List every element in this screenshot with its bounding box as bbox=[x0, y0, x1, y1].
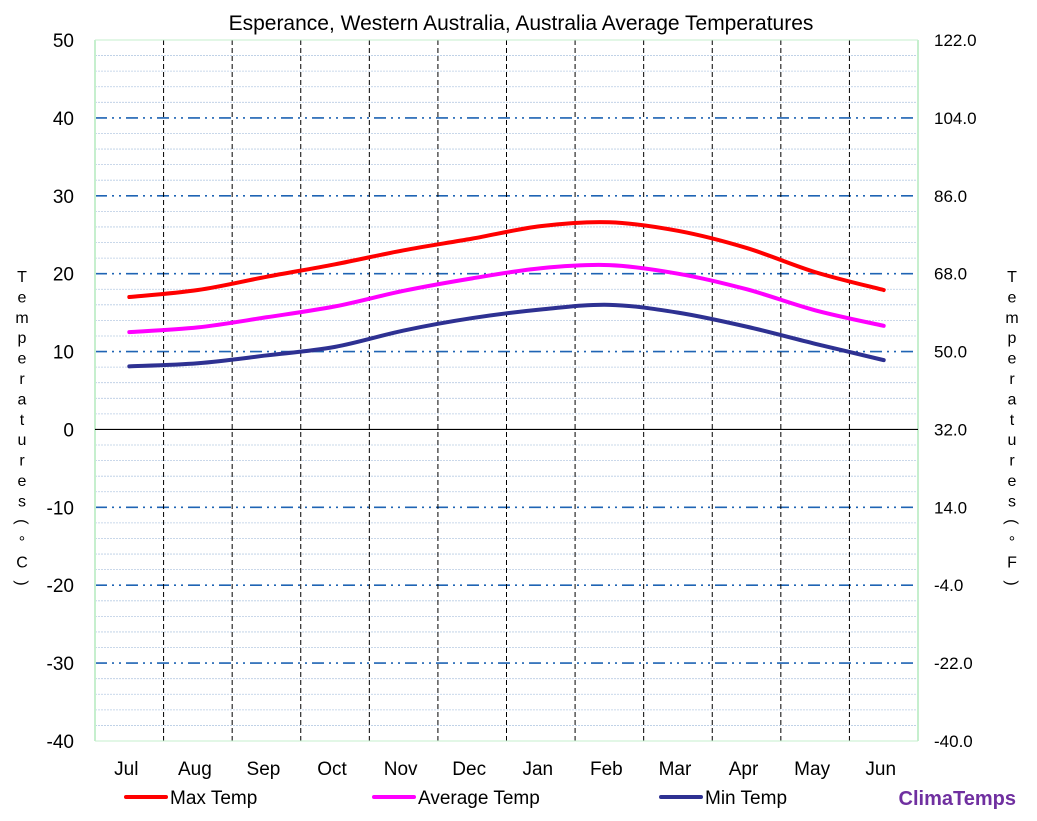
right-axis-label: Temperatures(°F) bbox=[1003, 269, 1020, 586]
right-axis-label-char: r bbox=[1009, 453, 1015, 470]
left-axis-label-char: C bbox=[16, 555, 28, 572]
right-tick-label: 50.0 bbox=[934, 343, 967, 362]
left-tick-label: 0 bbox=[63, 420, 74, 441]
legend-label: Min Temp bbox=[705, 788, 787, 809]
month-label: Oct bbox=[317, 759, 347, 780]
series-lines bbox=[127, 220, 886, 369]
right-axis-label-char: s bbox=[1008, 493, 1016, 510]
right-axis-label-char: p bbox=[1008, 330, 1017, 347]
right-axis-label-char: t bbox=[1010, 412, 1015, 429]
left-axis-label: Temperatures(°C) bbox=[13, 269, 30, 586]
left-tick-label: -10 bbox=[47, 498, 74, 519]
month-label: Nov bbox=[384, 759, 418, 780]
right-axis-label-char: e bbox=[1008, 351, 1017, 368]
max-temp-line bbox=[127, 220, 886, 300]
plot-frame bbox=[94, 39, 919, 742]
left-axis-label-char: s bbox=[18, 493, 26, 510]
month-label: Jun bbox=[865, 759, 896, 780]
month-label: Sep bbox=[247, 759, 281, 780]
major-gridlines bbox=[95, 117, 918, 664]
left-axis-label-char: e bbox=[18, 351, 27, 368]
right-axis-label-char: ) bbox=[1003, 580, 1020, 585]
right-tick-label: 68.0 bbox=[934, 265, 967, 284]
left-axis-label-char: ° bbox=[19, 534, 25, 551]
right-tick-label: 86.0 bbox=[934, 187, 967, 206]
left-axis-label-char: r bbox=[19, 371, 25, 388]
left-tick-label: -40 bbox=[47, 732, 74, 753]
month-label: Dec bbox=[452, 759, 486, 780]
month-label: Jan bbox=[522, 759, 553, 780]
left-axis-label-char: r bbox=[19, 453, 25, 470]
right-tick-label: 122.0 bbox=[934, 31, 977, 50]
month-dividers bbox=[163, 40, 850, 741]
right-tick-label: -40.0 bbox=[934, 732, 973, 751]
chart-title: Esperance, Western Australia, Australia … bbox=[229, 12, 814, 35]
left-tick-label: 10 bbox=[53, 343, 74, 364]
right-axis-label-char: ( bbox=[1003, 519, 1020, 525]
left-axis-label-char: u bbox=[18, 432, 27, 449]
month-label: May bbox=[794, 759, 830, 780]
left-axis-label-char: p bbox=[18, 330, 27, 347]
right-axis-label-char: e bbox=[1008, 473, 1017, 490]
left-tick-label: 20 bbox=[53, 265, 74, 286]
right-axis-label-char: ° bbox=[1009, 534, 1015, 551]
right-axis-label-char: u bbox=[1008, 432, 1017, 449]
left-axis-label-char: ( bbox=[13, 519, 30, 525]
min-temp-line bbox=[127, 302, 886, 369]
right-axis-label-char: m bbox=[1005, 310, 1018, 327]
x-axis-ticks: Jul Aug Sep Oct Nov Dec Jan Feb Mar Apr May Jun bbox=[114, 759, 896, 780]
right-axis-label-char: a bbox=[1008, 391, 1017, 408]
left-tick-label: 50 bbox=[53, 31, 74, 52]
month-label: Mar bbox=[659, 759, 692, 780]
right-axis-label-char: e bbox=[1008, 289, 1017, 306]
right-axis-label-char: T bbox=[1007, 269, 1017, 286]
left-axis-ticks: 50 40 30 20 10 0 -10 -20 -30 -40 bbox=[47, 31, 74, 753]
month-label: Aug bbox=[178, 759, 212, 780]
right-axis-ticks: 122.0 104.0 86.0 68.0 50.0 32.0 14.0 -4.0 -22.0 -… bbox=[934, 31, 977, 751]
left-tick-label: 40 bbox=[53, 109, 74, 130]
right-axis-label-char: F bbox=[1007, 555, 1017, 572]
left-axis-label-char: t bbox=[20, 412, 25, 429]
right-tick-label: -22.0 bbox=[934, 654, 973, 673]
left-axis-label-char: e bbox=[18, 289, 27, 306]
month-label: Feb bbox=[590, 759, 623, 780]
left-axis-label-char: ) bbox=[13, 580, 30, 585]
legend-label: Max Temp bbox=[170, 788, 257, 809]
right-tick-label: 14.0 bbox=[934, 498, 967, 517]
month-label: Apr bbox=[729, 759, 759, 780]
left-axis-label-char: m bbox=[15, 310, 28, 327]
month-label: Jul bbox=[114, 759, 138, 780]
left-axis-label-char: a bbox=[18, 391, 27, 408]
right-axis-label-char: r bbox=[1009, 371, 1015, 388]
left-axis-label-char: e bbox=[18, 473, 27, 490]
legend-label: Average Temp bbox=[418, 788, 540, 809]
right-tick-label: -4.0 bbox=[934, 576, 963, 595]
left-tick-label: -20 bbox=[47, 576, 74, 597]
left-axis-label-char: T bbox=[17, 269, 27, 286]
right-tick-label: 104.0 bbox=[934, 109, 977, 128]
right-tick-label: 32.0 bbox=[934, 420, 967, 439]
average-temp-line bbox=[127, 262, 886, 335]
brand-logo: ClimaTemps bbox=[899, 788, 1016, 810]
legend: Max Temp Average Temp Min Temp bbox=[124, 788, 787, 809]
left-tick-label: -30 bbox=[47, 654, 74, 675]
left-tick-label: 30 bbox=[53, 187, 74, 208]
